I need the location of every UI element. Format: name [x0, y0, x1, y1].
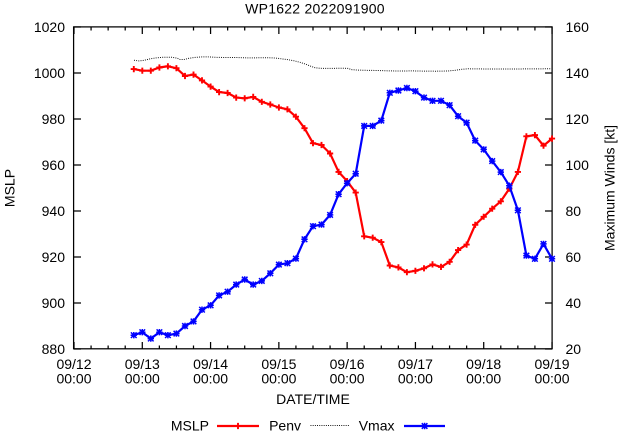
- svg-text:DATE/TIME: DATE/TIME: [276, 391, 350, 407]
- svg-text:140: 140: [566, 65, 590, 81]
- svg-text:00:00: 00:00: [56, 371, 91, 387]
- svg-text:WP1622 2022091900: WP1622 2022091900: [245, 1, 385, 17]
- svg-text:09/13: 09/13: [125, 356, 160, 372]
- svg-text:09/19: 09/19: [534, 356, 569, 372]
- svg-text:Vmax: Vmax: [359, 418, 395, 432]
- svg-text:09/17: 09/17: [398, 356, 433, 372]
- svg-text:60: 60: [566, 249, 582, 265]
- svg-text:960: 960: [42, 157, 66, 173]
- svg-text:00:00: 00:00: [398, 371, 433, 387]
- svg-text:40: 40: [566, 295, 582, 311]
- svg-text:00:00: 00:00: [466, 371, 501, 387]
- svg-text:00:00: 00:00: [261, 371, 296, 387]
- svg-text:920: 920: [42, 249, 66, 265]
- svg-text:MSLP: MSLP: [171, 418, 209, 432]
- svg-text:09/18: 09/18: [466, 356, 501, 372]
- svg-text:00:00: 00:00: [330, 371, 365, 387]
- svg-text:MSLP: MSLP: [2, 169, 18, 207]
- svg-text:1020: 1020: [34, 19, 65, 35]
- svg-text:80: 80: [566, 203, 582, 219]
- svg-text:1000: 1000: [34, 65, 65, 81]
- svg-text:880: 880: [42, 341, 66, 357]
- svg-text:09/12: 09/12: [56, 356, 91, 372]
- svg-text:00:00: 00:00: [534, 371, 569, 387]
- svg-text:Penv: Penv: [269, 418, 301, 432]
- svg-text:00:00: 00:00: [125, 371, 160, 387]
- svg-text:100: 100: [566, 157, 590, 173]
- svg-text:900: 900: [42, 295, 66, 311]
- svg-text:980: 980: [42, 111, 66, 127]
- svg-text:09/14: 09/14: [193, 356, 228, 372]
- svg-text:00:00: 00:00: [193, 371, 228, 387]
- svg-text:940: 940: [42, 203, 66, 219]
- svg-text:20: 20: [566, 341, 582, 357]
- svg-text:120: 120: [566, 111, 590, 127]
- svg-text:09/16: 09/16: [330, 356, 365, 372]
- svg-text:09/15: 09/15: [261, 356, 296, 372]
- svg-text:Maximum Winds [kt]: Maximum Winds [kt]: [602, 125, 618, 251]
- svg-text:160: 160: [566, 19, 590, 35]
